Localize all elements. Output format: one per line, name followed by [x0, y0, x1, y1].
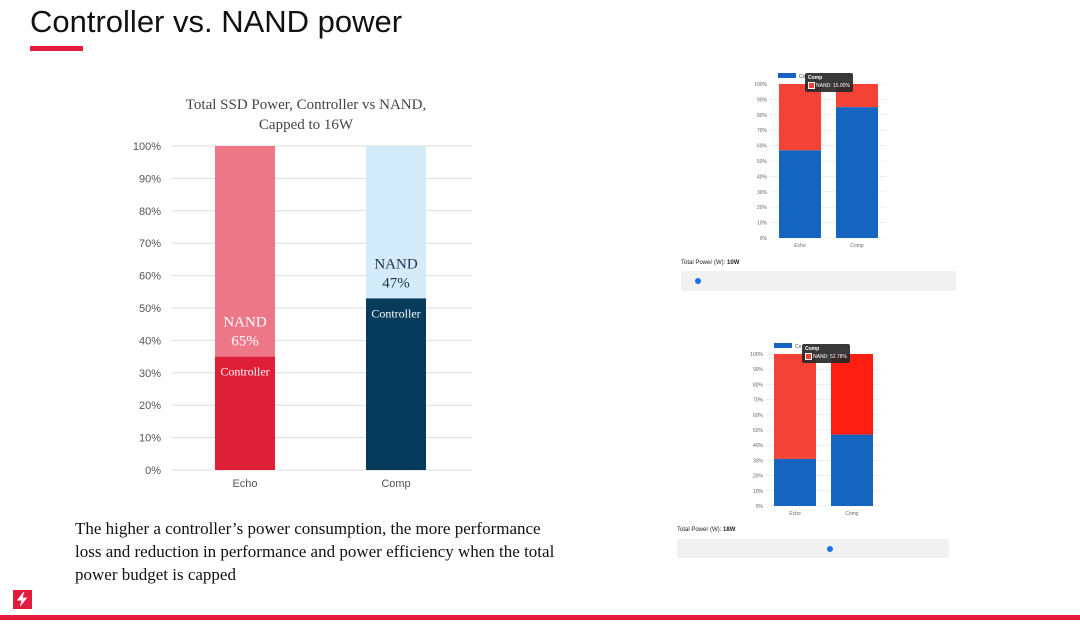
total-power-value: 10W: [727, 260, 740, 266]
footer-bar: [0, 615, 1080, 620]
y-tick-label: 40%: [757, 174, 768, 180]
y-tick-label: 50%: [757, 159, 768, 165]
bar-controller: [366, 298, 426, 470]
nand-segment-label: NAND 47%: [374, 256, 417, 291]
bar-upper-segment: [831, 354, 873, 435]
x-tick-label: Comp: [845, 511, 859, 517]
y-tick-label: 70%: [757, 128, 768, 134]
power-slider-track[interactable]: [681, 271, 956, 291]
y-tick-label: 20%: [757, 205, 768, 211]
y-tick-label: 90%: [139, 173, 161, 185]
y-tick-label: 100%: [750, 352, 763, 358]
y-tick-label: 80%: [753, 382, 764, 388]
y-tick-label: 100%: [754, 82, 767, 88]
tooltip-title: Comp: [808, 75, 823, 81]
controller-segment-label: Controller: [220, 365, 269, 379]
bar-upper-segment: [779, 84, 821, 151]
nand-label-line: NAND: [223, 315, 266, 331]
y-tick-label: 60%: [757, 144, 768, 150]
y-tick-label: 0%: [760, 236, 768, 242]
bar-lower-segment: [779, 150, 821, 238]
y-tick-label: 80%: [757, 113, 768, 119]
chart-tooltip: Comp NAND: 52.78%: [802, 344, 850, 363]
nand-label-line: 65%: [231, 334, 259, 350]
x-tick-label: Echo: [794, 243, 806, 249]
bar-lower-segment: [774, 458, 816, 506]
y-tick-label: 30%: [753, 458, 764, 464]
y-tick-label: 50%: [139, 303, 161, 315]
bar-lower-segment: [831, 434, 873, 506]
mini-chart-10w: CoD0%10%20%30%40%50%60%70%80%90%100%Echo…: [754, 73, 886, 249]
y-tick-label: 100%: [133, 141, 161, 153]
y-tick-label: 70%: [753, 398, 764, 404]
x-tick-label: Echo: [789, 511, 801, 517]
power-slider-track[interactable]: [677, 539, 949, 558]
y-tick-label: 20%: [753, 474, 764, 480]
brand-logo-icon: [13, 590, 32, 609]
tooltip-title: Comp: [805, 346, 820, 352]
total-power-label: Total Power (W): 10W: [681, 260, 740, 266]
y-tick-label: 30%: [757, 190, 768, 196]
y-tick-label: 60%: [753, 413, 764, 419]
legend-label: Co: [795, 344, 802, 350]
legend-swatch: [774, 343, 792, 348]
y-tick-label: 10%: [757, 221, 768, 227]
y-tick-label: 40%: [139, 335, 161, 347]
y-tick-label: 20%: [139, 400, 161, 412]
power-slider-thumb[interactable]: [827, 545, 834, 552]
tooltip-text: NAND: 15.00%: [816, 82, 850, 89]
y-tick-label: 0%: [756, 504, 764, 510]
chart-title-line: Capped to 16W: [259, 117, 354, 133]
x-tick-label: Comp: [381, 478, 410, 490]
y-tick-label: 60%: [139, 271, 161, 283]
controller-segment-label: Controller: [371, 306, 420, 320]
chart-tooltip: Comp NAND: 15.00%: [805, 73, 853, 92]
y-tick-label: 90%: [757, 97, 768, 103]
tooltip-text: NAND: 52.78%: [813, 353, 847, 360]
y-tick-label: 30%: [139, 368, 161, 380]
title-underline: [30, 46, 83, 51]
y-tick-label: 0%: [145, 465, 161, 477]
x-tick-label: Echo: [232, 478, 257, 490]
nand-segment-label: NAND 65%: [223, 315, 266, 350]
bar-lower-segment: [836, 107, 878, 238]
bar-upper-segment: [774, 354, 816, 459]
total-power-value: 18W: [723, 527, 736, 533]
chart-title: Total SSD Power, Controller vs NAND, Capp…: [186, 97, 426, 133]
page-title: Controller vs. NAND power: [30, 4, 403, 39]
y-tick-label: 10%: [753, 489, 764, 495]
y-tick-label: 70%: [139, 238, 161, 250]
legend-label: Co: [799, 74, 806, 80]
y-tick-label: 50%: [753, 428, 764, 434]
y-tick-label: 90%: [753, 367, 764, 373]
x-tick-label: Comp: [850, 243, 864, 249]
nand-label-line: NAND: [374, 256, 417, 272]
main-stacked-bar-chart: Total SSD Power, Controller vs NAND, Capp…: [133, 97, 472, 490]
bar-nand: [215, 146, 275, 357]
power-slider-thumb[interactable]: [695, 278, 702, 284]
slide-caption: The higher a controller’s power consumpt…: [75, 519, 555, 584]
nand-label-line: 47%: [382, 275, 410, 291]
total-power-label: Total Power (W): 18W: [677, 527, 736, 533]
chart-title-line: Total SSD Power, Controller vs NAND,: [186, 97, 426, 113]
bar-controller: [215, 356, 275, 470]
legend-swatch: [778, 73, 796, 78]
tooltip-swatch: [808, 82, 815, 89]
y-tick-label: 40%: [753, 443, 764, 449]
mini-chart-18w: CoD0%10%20%30%40%50%60%70%80%90%100%Echo…: [750, 343, 881, 517]
y-tick-label: 80%: [139, 206, 161, 218]
tooltip-swatch: [805, 353, 812, 360]
y-tick-label: 10%: [139, 433, 161, 445]
bar-nand: [366, 146, 426, 299]
